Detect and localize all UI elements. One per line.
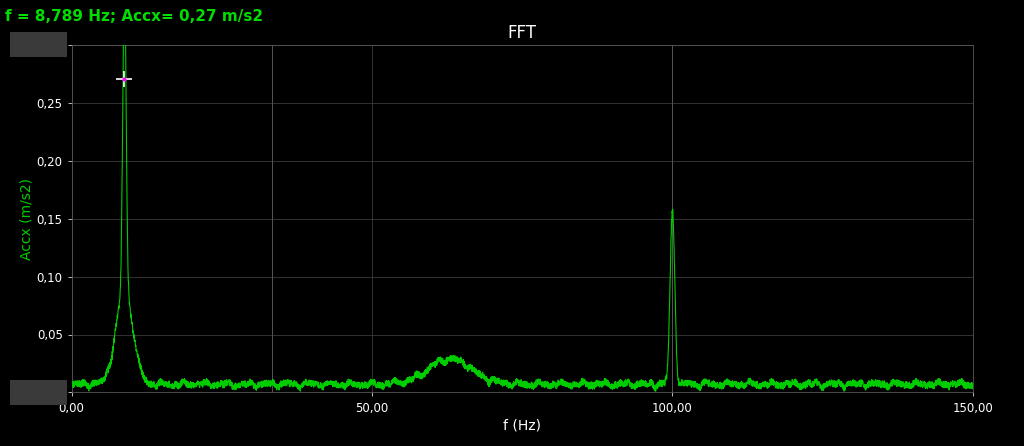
X-axis label: f (Hz): f (Hz) (503, 419, 542, 433)
Text: f = 8,789 Hz; Accx= 0,27 m/s2: f = 8,789 Hz; Accx= 0,27 m/s2 (5, 9, 263, 24)
Title: FFT: FFT (508, 24, 537, 41)
Y-axis label: Accx (m/s2): Accx (m/s2) (19, 178, 34, 260)
